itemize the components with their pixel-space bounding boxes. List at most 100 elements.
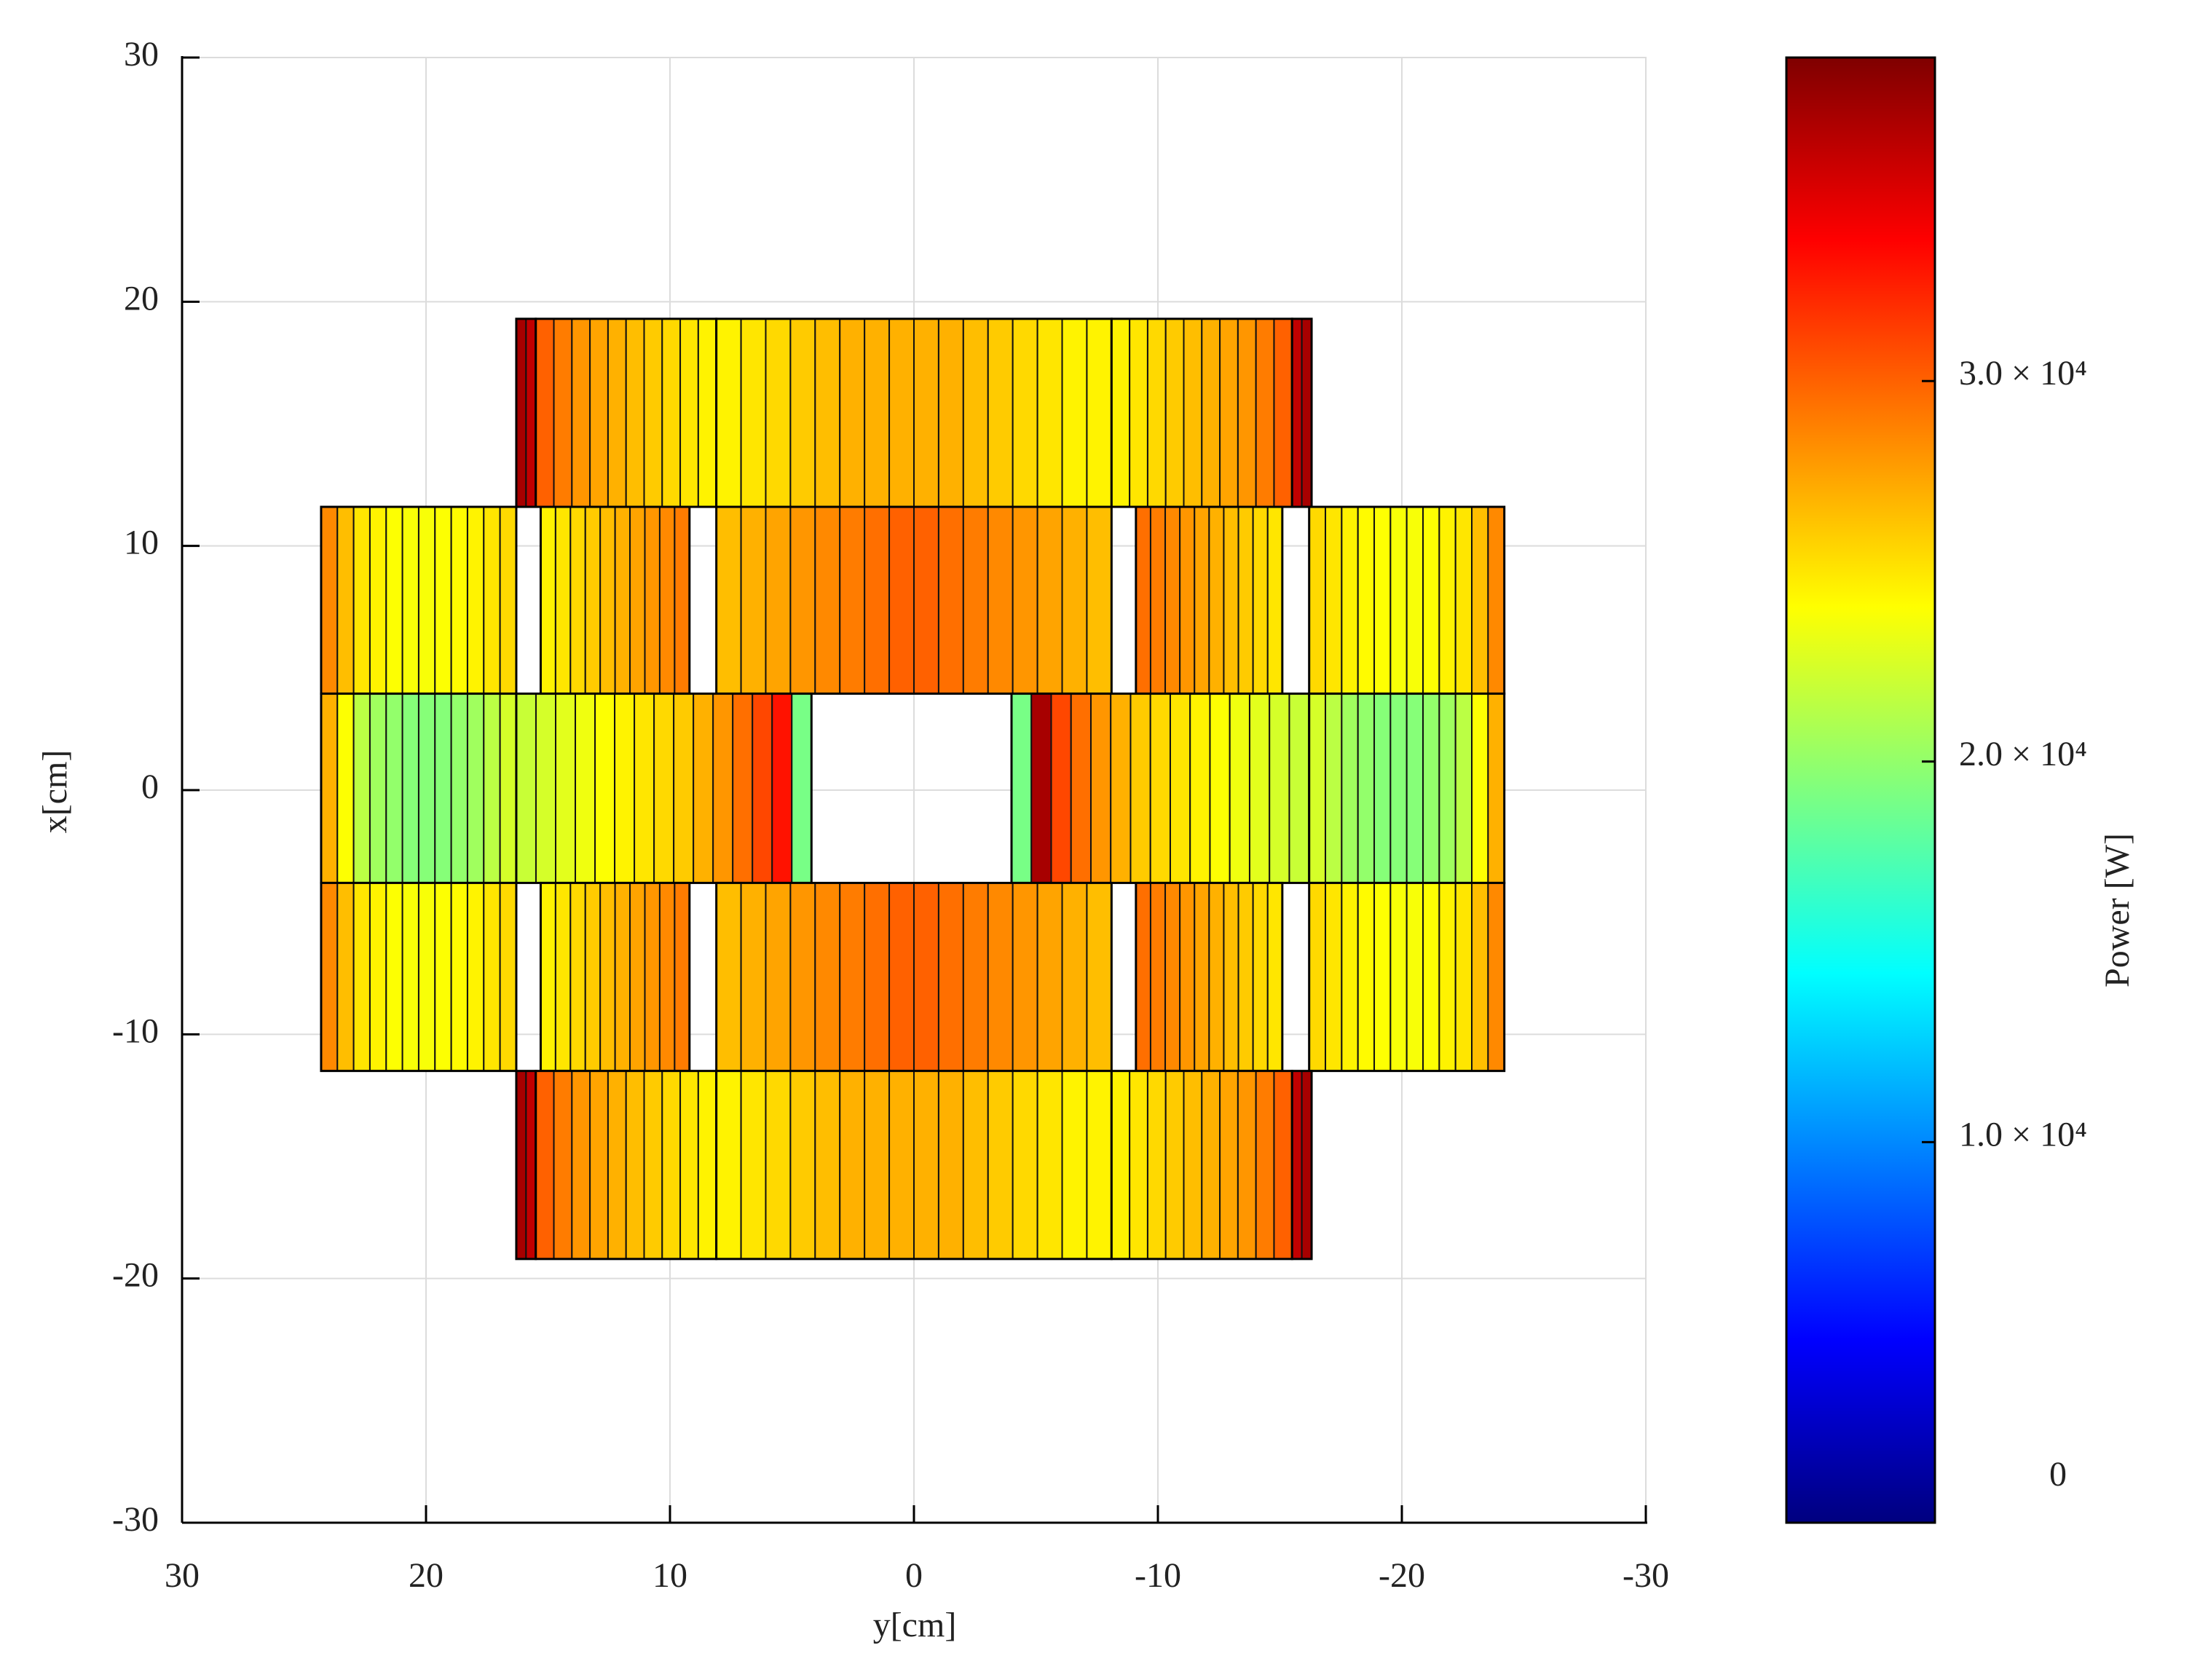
plate bbox=[962, 506, 989, 695]
y-tick-label: 10 bbox=[124, 524, 159, 562]
plate bbox=[644, 882, 661, 1072]
colorbar-tick-label: 0 bbox=[2049, 1455, 2067, 1494]
plate bbox=[1149, 506, 1167, 695]
plate bbox=[937, 882, 964, 1072]
plate bbox=[499, 506, 517, 695]
plate bbox=[1149, 693, 1171, 884]
plate bbox=[417, 693, 436, 884]
plate bbox=[697, 318, 717, 508]
plate bbox=[962, 318, 989, 508]
plate bbox=[599, 506, 616, 695]
plate bbox=[1248, 693, 1271, 884]
y-tick-label: 20 bbox=[124, 279, 159, 318]
plate bbox=[368, 693, 387, 884]
plate bbox=[450, 693, 468, 884]
plate bbox=[1061, 506, 1088, 695]
plate bbox=[661, 1070, 682, 1260]
plate bbox=[1089, 693, 1112, 884]
plate bbox=[1036, 318, 1063, 508]
plate bbox=[1183, 318, 1203, 508]
plate bbox=[368, 506, 387, 695]
plate bbox=[1164, 882, 1181, 1072]
plate bbox=[1146, 1070, 1167, 1260]
plate bbox=[1237, 506, 1254, 695]
plate bbox=[499, 882, 517, 1072]
x-tick-label: -30 bbox=[1623, 1556, 1669, 1595]
plate bbox=[1179, 506, 1196, 695]
plate bbox=[385, 506, 403, 695]
plate bbox=[1406, 506, 1424, 695]
plate bbox=[385, 693, 403, 884]
plate bbox=[336, 693, 355, 884]
plate bbox=[417, 882, 436, 1072]
plate bbox=[913, 506, 939, 695]
plate bbox=[814, 506, 841, 695]
plate bbox=[1036, 882, 1063, 1072]
plate bbox=[1487, 693, 1505, 884]
plate bbox=[715, 506, 742, 695]
plate bbox=[525, 318, 537, 508]
plate bbox=[515, 318, 527, 508]
x-tick-label: 10 bbox=[653, 1556, 687, 1595]
plate bbox=[483, 693, 501, 884]
plate bbox=[1070, 693, 1092, 884]
plate bbox=[1357, 882, 1376, 1072]
plate bbox=[1012, 506, 1038, 695]
plate bbox=[712, 693, 734, 884]
plate bbox=[864, 318, 891, 508]
y-tick-label: 30 bbox=[124, 35, 159, 74]
colorbar-label: Power [W] bbox=[2098, 833, 2137, 987]
plate bbox=[1454, 506, 1473, 695]
plate bbox=[1301, 1070, 1313, 1260]
fuel-element bbox=[1290, 318, 1313, 508]
plate bbox=[336, 506, 355, 695]
plate bbox=[839, 1070, 866, 1260]
plate bbox=[937, 506, 964, 695]
plate bbox=[864, 506, 891, 695]
plate bbox=[571, 1070, 591, 1260]
x-tick-label: -10 bbox=[1135, 1556, 1181, 1595]
plate bbox=[607, 1070, 627, 1260]
plate bbox=[1454, 882, 1473, 1072]
plate bbox=[1086, 882, 1113, 1072]
plate bbox=[643, 1070, 663, 1260]
plate bbox=[1036, 1070, 1063, 1260]
plate bbox=[643, 318, 663, 508]
plate bbox=[1149, 882, 1167, 1072]
plate bbox=[515, 1070, 527, 1260]
plate bbox=[1373, 693, 1392, 884]
plate bbox=[625, 1070, 645, 1260]
colorbar-tick-label: 3.0 × 10⁴ bbox=[1959, 354, 2087, 393]
plate bbox=[1229, 693, 1250, 884]
plate bbox=[888, 318, 915, 508]
plate bbox=[661, 318, 682, 508]
plate bbox=[679, 318, 699, 508]
plate bbox=[1011, 693, 1033, 884]
plate bbox=[864, 1070, 891, 1260]
plate bbox=[888, 506, 915, 695]
plate bbox=[1183, 1070, 1203, 1260]
plate bbox=[1194, 882, 1210, 1072]
plate bbox=[673, 693, 695, 884]
plate bbox=[540, 506, 556, 695]
plate bbox=[466, 506, 485, 695]
plate bbox=[1050, 693, 1072, 884]
plate bbox=[554, 693, 577, 884]
plate bbox=[1325, 882, 1343, 1072]
plate bbox=[987, 1070, 1014, 1260]
plate bbox=[1471, 882, 1489, 1072]
plate bbox=[625, 318, 645, 508]
plate bbox=[1164, 506, 1181, 695]
plate bbox=[740, 506, 767, 695]
plate bbox=[913, 318, 939, 508]
plate bbox=[888, 882, 915, 1072]
plate bbox=[589, 1070, 609, 1260]
plate bbox=[1325, 506, 1343, 695]
plate bbox=[1201, 318, 1221, 508]
plate bbox=[629, 882, 646, 1072]
plate bbox=[1273, 1070, 1293, 1260]
x-tick-label: 30 bbox=[165, 1556, 200, 1595]
plate bbox=[740, 1070, 767, 1260]
plate bbox=[1086, 318, 1113, 508]
plate bbox=[525, 1070, 537, 1260]
